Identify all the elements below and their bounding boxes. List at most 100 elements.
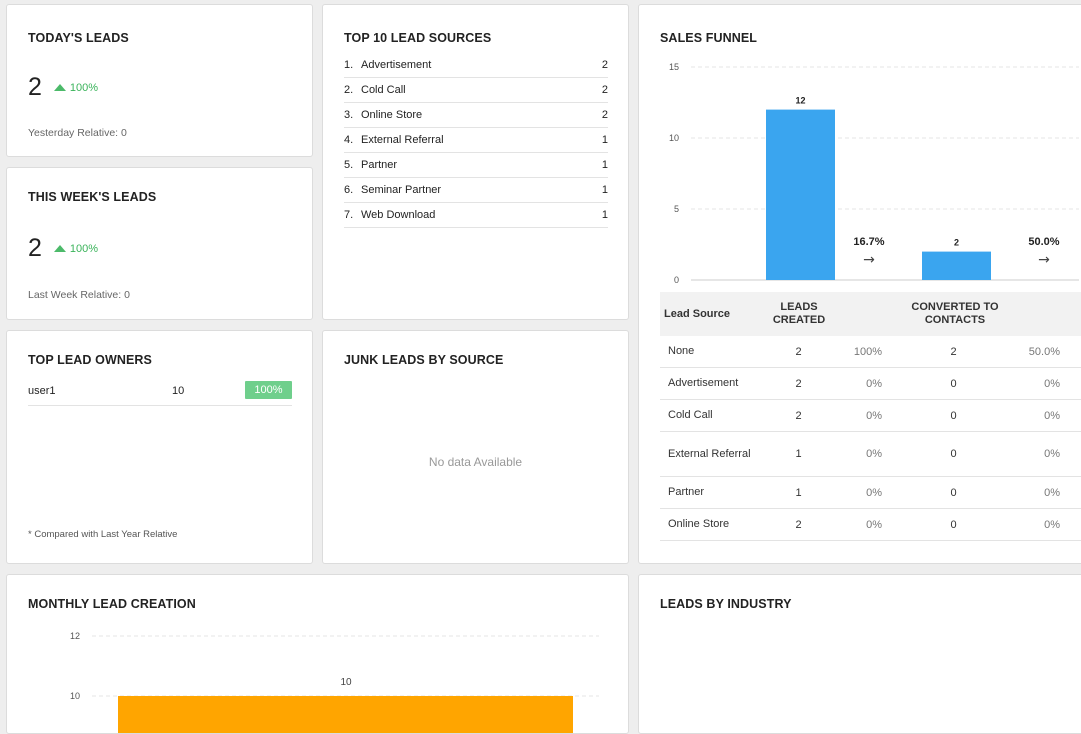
- list-item-count: 1: [601, 209, 608, 221]
- todays-leads-title: TODAY'S LEADS: [28, 31, 129, 45]
- list-item-name: Seminar Partner: [361, 184, 442, 196]
- arrow-right-icon: →: [863, 252, 875, 268]
- list-item-name: Advertisement: [361, 59, 432, 71]
- sales-funnel-table: Lead Source LEADS CREATED CONVERTED TO C…: [660, 292, 1081, 541]
- lead-owners-title: TOP LEAD OWNERS: [28, 353, 152, 367]
- y-tick-label: 15: [669, 62, 679, 72]
- table-row[interactable]: Advertisement 2 0% 0 0%: [660, 368, 1081, 400]
- list-item-count: 2: [601, 59, 608, 71]
- todays-leads-value: 2: [28, 73, 42, 101]
- list-item[interactable]: 6. Seminar Partner 1: [344, 178, 608, 203]
- todays-leads-relative: Yesterday Relative: 0: [28, 127, 127, 139]
- lead-sources-title: TOP 10 LEAD SOURCES: [344, 31, 492, 45]
- triangle-up-icon: [53, 84, 66, 91]
- owner-name: user1: [28, 385, 56, 397]
- lead-owners-card: TOP LEAD OWNERS user1 10 100% * Compared…: [6, 330, 313, 564]
- todays-leads-card: TODAY'S LEADS 2 100% Yesterday Relative:…: [6, 4, 313, 157]
- owner-count: 10: [172, 385, 185, 397]
- y-tick-label: 12: [70, 631, 80, 641]
- list-item[interactable]: 7. Web Download 1: [344, 203, 608, 228]
- list-item-number: 3.: [344, 109, 354, 121]
- cell-created: 1: [795, 448, 802, 460]
- no-data-message: No data Available: [428, 455, 523, 469]
- cell-converted-pct: 0%: [1044, 518, 1060, 531]
- owners-footnote: * Compared with Last Year Relative: [28, 529, 178, 540]
- sales-funnel-title: SALES FUNNEL: [660, 31, 758, 45]
- list-item[interactable]: 4. External Referral 1: [344, 128, 608, 153]
- owner-row[interactable]: user1 10 100%: [28, 381, 292, 406]
- header-lead-source: Lead Source: [664, 307, 731, 320]
- junk-leads-card: JUNK LEADS BY SOURCE No data Available: [322, 330, 629, 564]
- cell-source: External Referral: [668, 447, 751, 460]
- cell-converted-pct: 0%: [1044, 448, 1060, 460]
- lead-sources-card: TOP 10 LEAD SOURCES 1. Advertisement 2 2. C…: [322, 4, 629, 320]
- list-item-name: External Referral: [361, 134, 444, 146]
- list-item-number: 7.: [344, 209, 354, 221]
- list-item-number: 2.: [344, 84, 354, 96]
- todays-leads-change: 100%: [53, 81, 99, 94]
- list-item-name: Partner: [361, 159, 398, 171]
- cell-source: Online Store: [668, 518, 730, 530]
- y-tick-label: 10: [669, 133, 679, 143]
- list-item-name: Cold Call: [361, 84, 406, 96]
- funnel-bar: [766, 109, 835, 280]
- cell-source: Partner: [668, 486, 705, 498]
- monthly-bar: [118, 696, 573, 733]
- industry-title: LEADS BY INDUSTRY: [660, 597, 792, 611]
- cell-converted: 0: [950, 409, 957, 422]
- list-item-number: 4.: [344, 134, 354, 146]
- week-leads-title: THIS WEEK'S LEADS: [28, 190, 157, 204]
- monthly-card: MONTHLY LEAD CREATION 10 12 10: [6, 574, 629, 734]
- week-leads-change-text: 100%: [69, 242, 99, 255]
- list-item[interactable]: 1. Advertisement 2: [344, 53, 608, 78]
- sales-funnel-chart: 0 5 10 15 12 2 16.7% → 50.0% →: [669, 62, 1079, 285]
- list-item[interactable]: 2. Cold Call 2: [344, 78, 608, 103]
- cell-converted: 0: [950, 448, 957, 460]
- list-item-number: 5.: [344, 159, 354, 171]
- owner-percent-badge: 100%: [245, 381, 292, 399]
- cell-created: 2: [795, 409, 802, 422]
- week-leads-change: 100%: [53, 242, 99, 255]
- cell-converted-pct: 50.0%: [1028, 345, 1060, 358]
- week-leads-relative: Last Week Relative: 0: [28, 289, 130, 301]
- cell-converted: 0: [950, 486, 957, 499]
- y-tick-label: 5: [674, 204, 679, 214]
- list-item-count: 2: [601, 109, 608, 121]
- list-item-name: Online Store: [361, 109, 423, 121]
- list-item[interactable]: 3. Online Store 2: [344, 103, 608, 128]
- table-row[interactable]: Cold Call 2 0% 0 0%: [660, 400, 1081, 432]
- list-item-count: 2: [601, 84, 608, 96]
- sales-funnel-card: SALES FUNNEL 0 5 10 15 12 2 16.7% → 50.0% → Lead …: [638, 4, 1081, 564]
- week-leads-card: THIS WEEK'S LEADS 2 100% Last Week Relat…: [6, 167, 313, 320]
- industry-card: LEADS BY INDUSTRY: [638, 574, 1081, 734]
- table-row[interactable]: External Referral 1 0% 0 0%: [660, 432, 1081, 477]
- cell-converted: 0: [950, 518, 957, 531]
- cell-converted-pct: 0%: [1044, 377, 1060, 390]
- header-converted: CONVERTED TO CONTACTS: [911, 301, 999, 326]
- cell-created-pct: 0%: [866, 409, 882, 422]
- bar-data-label: 10: [340, 677, 352, 688]
- list-item-name: Web Download: [361, 209, 436, 221]
- table-row[interactable]: None 2 100% 2 50.0%: [660, 336, 1081, 368]
- cell-created: 2: [795, 518, 802, 531]
- list-item-count: 1: [601, 159, 608, 171]
- list-item[interactable]: 5. Partner 1: [344, 153, 608, 178]
- conversion-rate-label: 50.0%: [1028, 236, 1059, 248]
- cell-created-pct: 100%: [853, 345, 882, 358]
- list-item-count: 1: [601, 134, 608, 146]
- header-leads-created: LEADS CREATED: [772, 301, 826, 326]
- table-row[interactable]: Online Store 2 0% 0 0%: [660, 509, 1081, 541]
- todays-leads-change-text: 100%: [69, 81, 99, 94]
- bar-data-label: 12: [795, 96, 805, 106]
- list-item-number: 1.: [344, 59, 354, 71]
- monthly-title: MONTHLY LEAD CREATION: [28, 597, 196, 611]
- conversion-rate-label: 16.7%: [853, 236, 884, 248]
- monthly-chart: 10 12 10: [70, 631, 599, 733]
- table-header: Lead Source LEADS CREATED CONVERTED TO C…: [660, 292, 1081, 336]
- cell-created: 1: [795, 486, 802, 499]
- week-leads-metric: 2 100%: [28, 234, 98, 263]
- cell-created: 2: [795, 345, 802, 358]
- cell-created-pct: 0%: [866, 448, 882, 460]
- table-row[interactable]: Partner 1 0% 0 0%: [660, 477, 1081, 509]
- funnel-bar: [922, 251, 991, 280]
